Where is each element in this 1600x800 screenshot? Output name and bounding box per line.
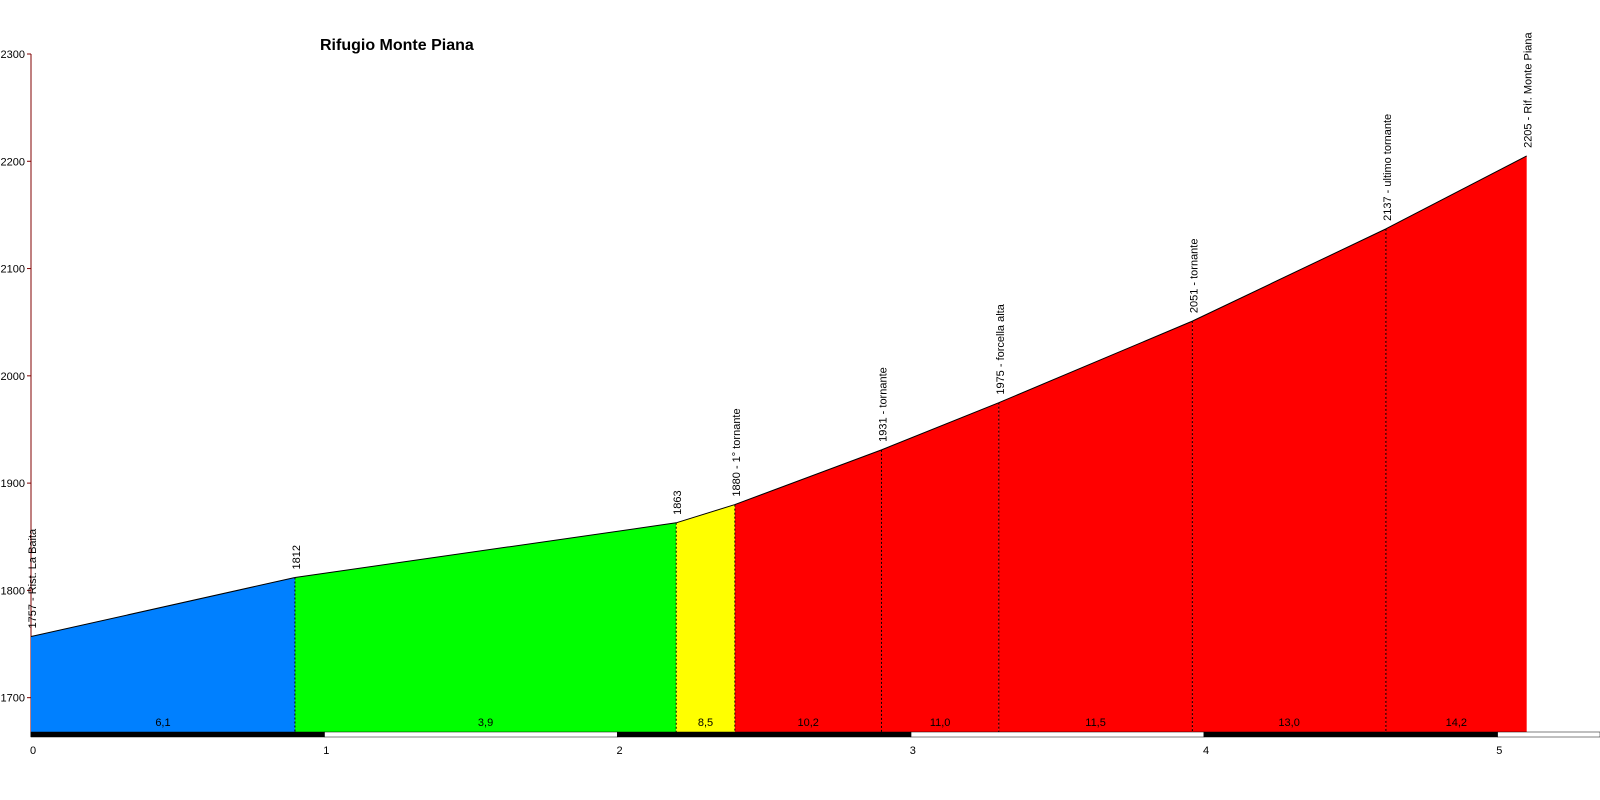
km-band xyxy=(617,731,912,738)
point-label: 1975 - forcella alta xyxy=(995,303,1007,394)
y-tick-label: 2100 xyxy=(1,264,25,276)
km-band xyxy=(324,731,618,738)
gradient-label: 14,2 xyxy=(1446,717,1467,729)
x-tick-label: 4 xyxy=(1203,745,1209,757)
profile-line xyxy=(881,402,999,451)
profile-segment xyxy=(881,402,999,732)
point-label: 1812 xyxy=(291,545,303,569)
profile-segment xyxy=(31,577,295,732)
km-band xyxy=(910,731,1205,738)
x-tick-label: 1 xyxy=(323,745,329,757)
profile-line xyxy=(1385,155,1527,230)
point-label: 1757 - Rist. La Baita xyxy=(27,528,39,629)
gradient-label: 3,9 xyxy=(478,717,493,729)
y-tick-label: 2200 xyxy=(1,156,25,168)
point-label: 1880 - 1° tornante xyxy=(731,408,743,496)
profile-line xyxy=(1192,228,1387,322)
km-band xyxy=(30,731,325,738)
point-label: 2205 - Rif. Monte Piana xyxy=(1523,31,1535,147)
profile-segment xyxy=(998,321,1193,732)
km-band xyxy=(1497,731,1600,738)
point-label: 1931 - tornante xyxy=(877,367,889,442)
gradient-label: 10,2 xyxy=(797,717,818,729)
x-tick-label: 3 xyxy=(910,745,916,757)
profile-segment xyxy=(734,449,882,732)
profile-segment xyxy=(676,504,735,732)
x-tick-label: 5 xyxy=(1496,745,1502,757)
gradient-label: 11,0 xyxy=(930,717,951,729)
profile-segment xyxy=(1192,228,1386,732)
y-tick-label: 1800 xyxy=(1,585,25,597)
gradient-label: 8,5 xyxy=(698,717,713,729)
profile-line xyxy=(294,522,677,579)
y-tick-label: 1700 xyxy=(1,693,25,705)
point-label: 2051 - tornante xyxy=(1188,238,1200,313)
gradient-label: 6,1 xyxy=(155,717,170,729)
profile-line xyxy=(30,577,296,638)
profile-segment xyxy=(294,522,677,732)
y-tick-label: 2300 xyxy=(1,49,25,61)
gradient-label: 13,0 xyxy=(1278,717,1299,729)
profile-line xyxy=(734,449,882,506)
x-tick-label: 0 xyxy=(30,745,36,757)
x-tick-label: 2 xyxy=(616,745,622,757)
point-label: 2137 - ultimo tornante xyxy=(1382,114,1394,221)
point-label: 1863 xyxy=(672,490,684,514)
profile-segment xyxy=(1385,155,1527,732)
y-tick-label: 2000 xyxy=(1,371,25,383)
profile-line xyxy=(998,320,1193,404)
chart-title: Rifugio Monte Piana xyxy=(320,37,474,54)
profile-line xyxy=(676,504,735,524)
km-band xyxy=(1203,731,1498,738)
gradient-label: 11,5 xyxy=(1085,717,1106,729)
y-tick-label: 1900 xyxy=(1,478,25,490)
